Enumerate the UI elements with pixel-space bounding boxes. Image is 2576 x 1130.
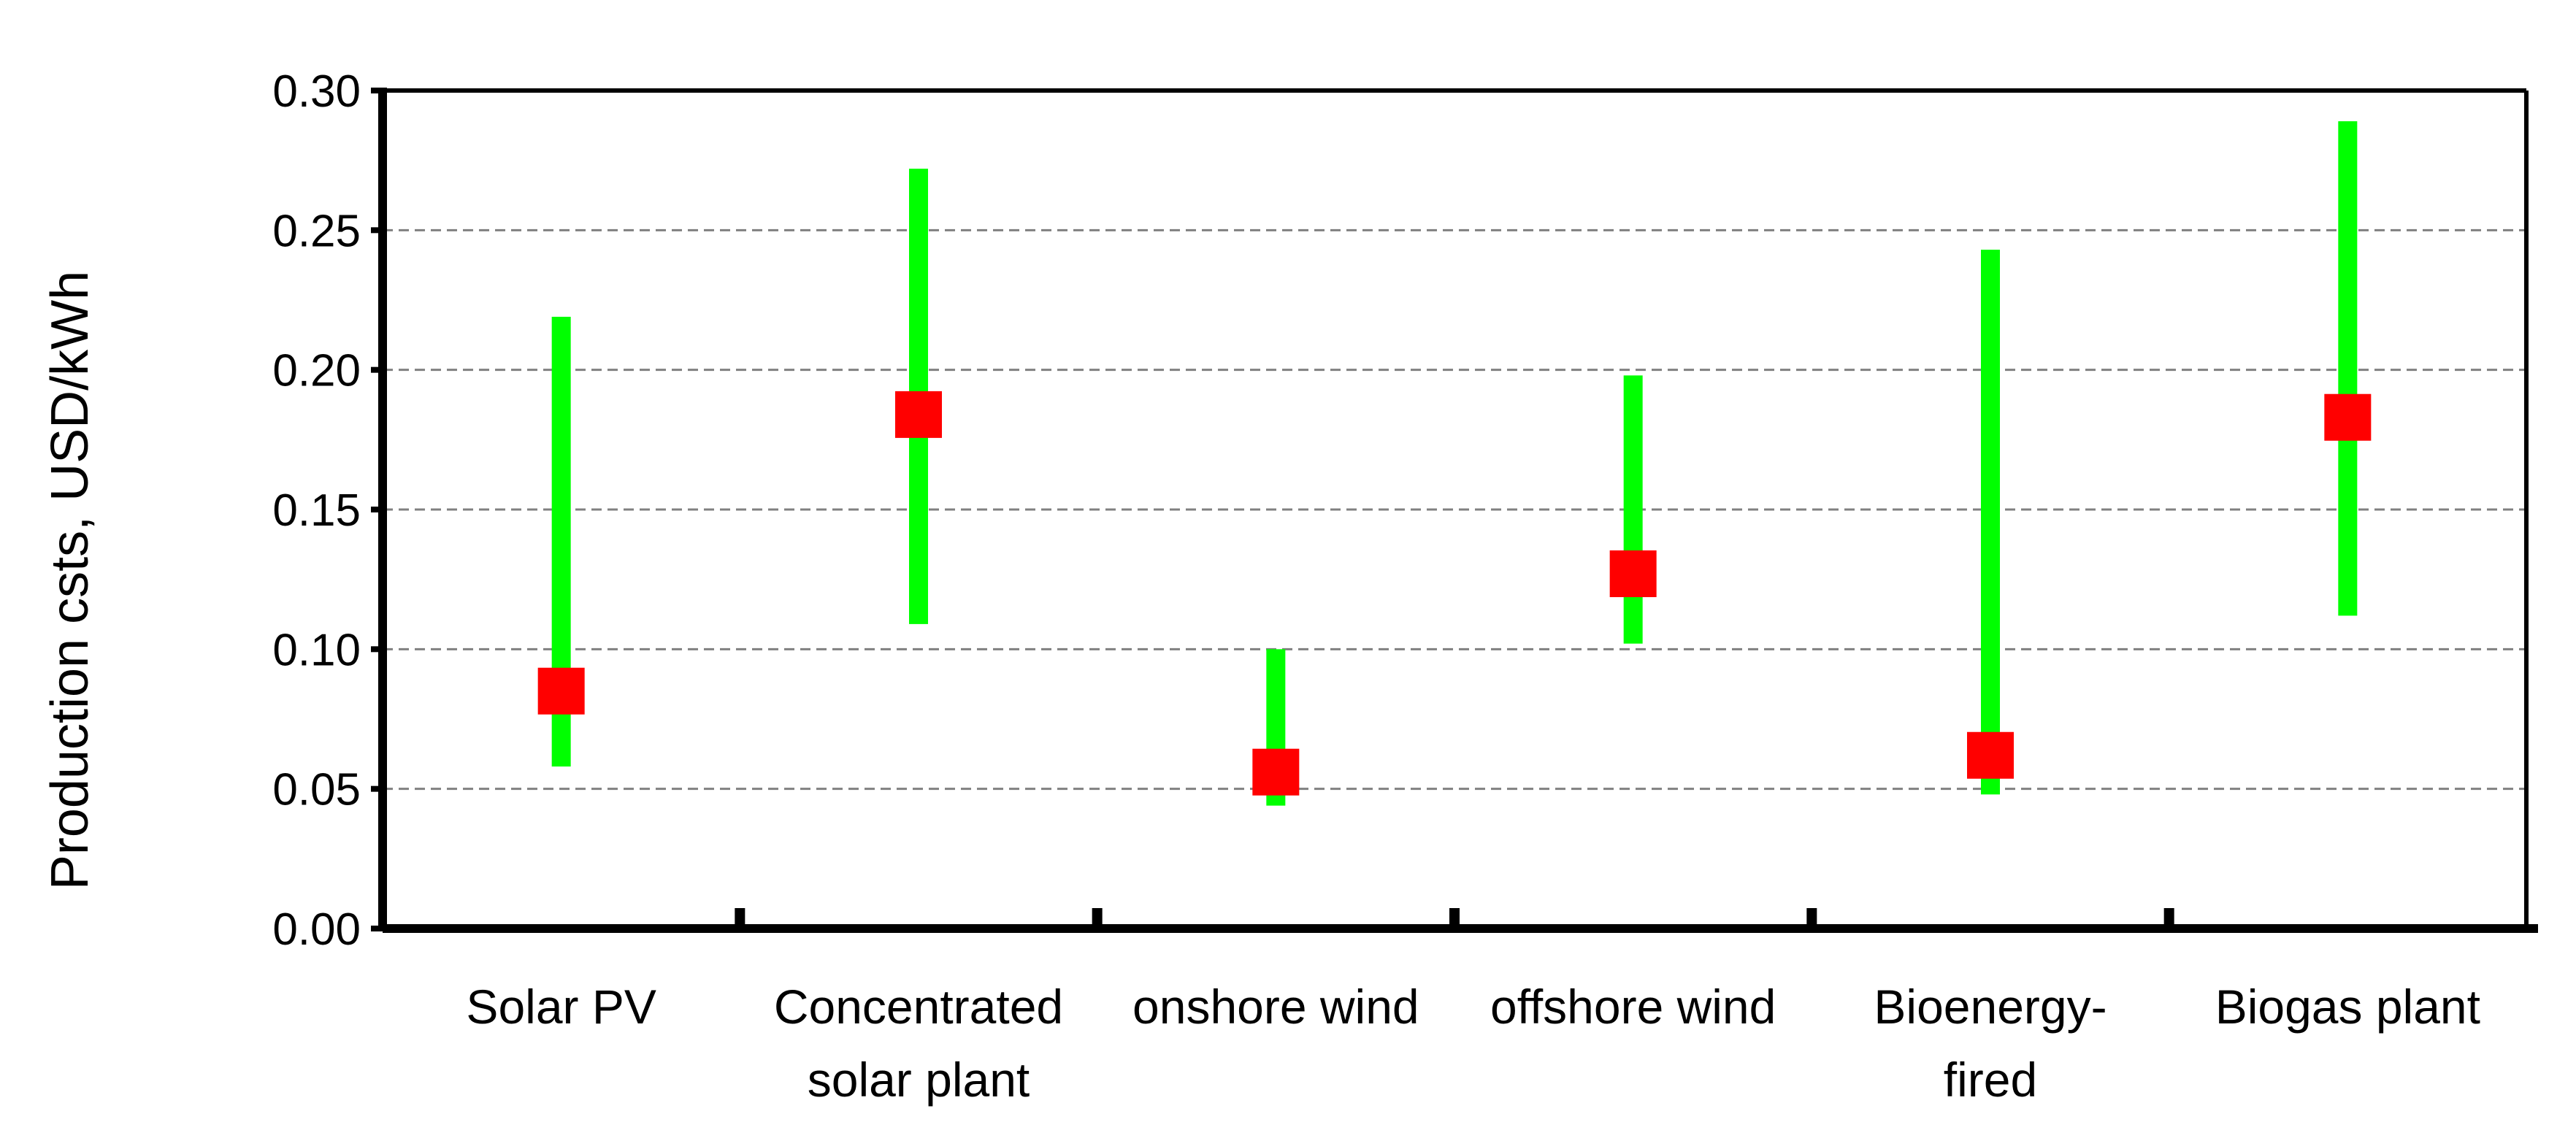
y-tick-label: 0.00	[272, 904, 361, 955]
y-tick-label: 0.15	[272, 485, 361, 536]
category-label: Solar PV	[466, 980, 656, 1034]
range-bars	[551, 121, 2358, 806]
category-label: Concentrated solar plant	[774, 980, 1063, 1107]
point-marker	[2324, 393, 2372, 441]
category-label-line: fired	[1944, 1053, 2037, 1107]
point-marker	[1252, 748, 1300, 796]
y-tick-label: 0.20	[272, 346, 361, 396]
category-labels: Solar PV Concentrated solar plant onshore w…	[466, 980, 2480, 1107]
category-label-line: Biogas plant	[2215, 980, 2480, 1034]
range-bar	[1623, 375, 1643, 644]
category-label: Biogas plant	[2215, 980, 2480, 1034]
category-label-line: Solar PV	[466, 980, 656, 1034]
y-tick-label: 0.25	[272, 206, 361, 256]
y-tick-labels: 0.00 0.05 0.10 0.15 0.20 0.25 0.30	[272, 66, 361, 955]
category-label: onshore wind	[1132, 980, 1419, 1034]
category-label-line: onshore wind	[1132, 980, 1419, 1034]
range-bar	[2338, 121, 2358, 616]
point-markers	[537, 391, 2372, 796]
gridlines	[383, 228, 2526, 791]
category-label: offshore wind	[1490, 980, 1776, 1034]
axes	[371, 88, 2538, 933]
category-label-line: offshore wind	[1490, 980, 1776, 1034]
category-label-line: Bioenergy-	[1874, 980, 2107, 1034]
point-marker	[1967, 731, 2014, 779]
category-label-line: Concentrated	[774, 980, 1063, 1034]
point-marker	[895, 391, 942, 438]
point-marker	[1609, 550, 1657, 598]
y-tick-label: 0.30	[272, 66, 361, 117]
y-tick-label: 0.10	[272, 625, 361, 675]
y-axis-title: Production csts, USD/kWh	[41, 271, 99, 890]
range-bar	[1981, 250, 2000, 795]
category-label-line: solar plant	[808, 1053, 1030, 1107]
y-tick-label: 0.05	[272, 765, 361, 815]
point-marker	[537, 667, 585, 715]
category-label: Bioenergy-fired	[1874, 980, 2107, 1107]
